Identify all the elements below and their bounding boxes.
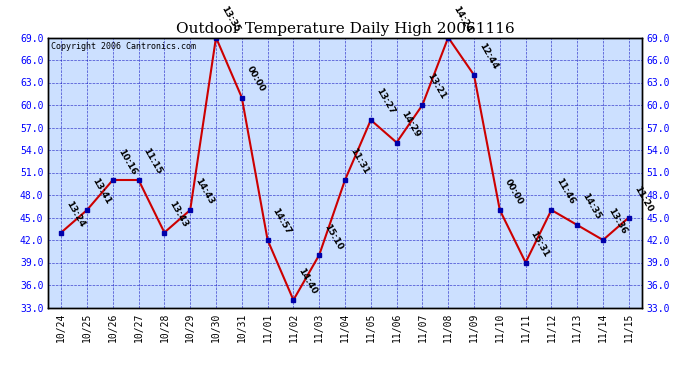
Text: 13:35: 13:35 xyxy=(219,4,242,34)
Text: 14:43: 14:43 xyxy=(193,177,215,206)
Text: 11:15: 11:15 xyxy=(141,147,164,176)
Text: 14:29: 14:29 xyxy=(400,109,422,139)
Text: 13:21: 13:21 xyxy=(426,72,448,101)
Text: 15:31: 15:31 xyxy=(529,230,551,259)
Text: 11:31: 11:31 xyxy=(348,147,371,176)
Text: 11:46: 11:46 xyxy=(555,177,577,206)
Text: 11:20: 11:20 xyxy=(632,184,654,214)
Text: 00:00: 00:00 xyxy=(245,65,267,94)
Text: 10:16: 10:16 xyxy=(116,147,138,176)
Text: 14:57: 14:57 xyxy=(270,207,293,236)
Text: 14:24: 14:24 xyxy=(451,4,473,34)
Text: 13:43: 13:43 xyxy=(168,200,190,229)
Text: 12:44: 12:44 xyxy=(477,42,500,71)
Text: 15:10: 15:10 xyxy=(322,222,344,251)
Text: Copyright 2006 Cantronics.com: Copyright 2006 Cantronics.com xyxy=(51,42,196,51)
Title: Outdoor Temperature Daily High 20061116: Outdoor Temperature Daily High 20061116 xyxy=(176,22,514,36)
Text: 14:40: 14:40 xyxy=(297,267,319,296)
Text: 13:41: 13:41 xyxy=(90,177,112,206)
Text: 13:36: 13:36 xyxy=(606,207,628,236)
Text: 13:27: 13:27 xyxy=(374,87,396,116)
Text: 13:24: 13:24 xyxy=(64,200,86,229)
Text: 00:00: 00:00 xyxy=(503,177,525,206)
Text: 14:35: 14:35 xyxy=(580,192,602,221)
